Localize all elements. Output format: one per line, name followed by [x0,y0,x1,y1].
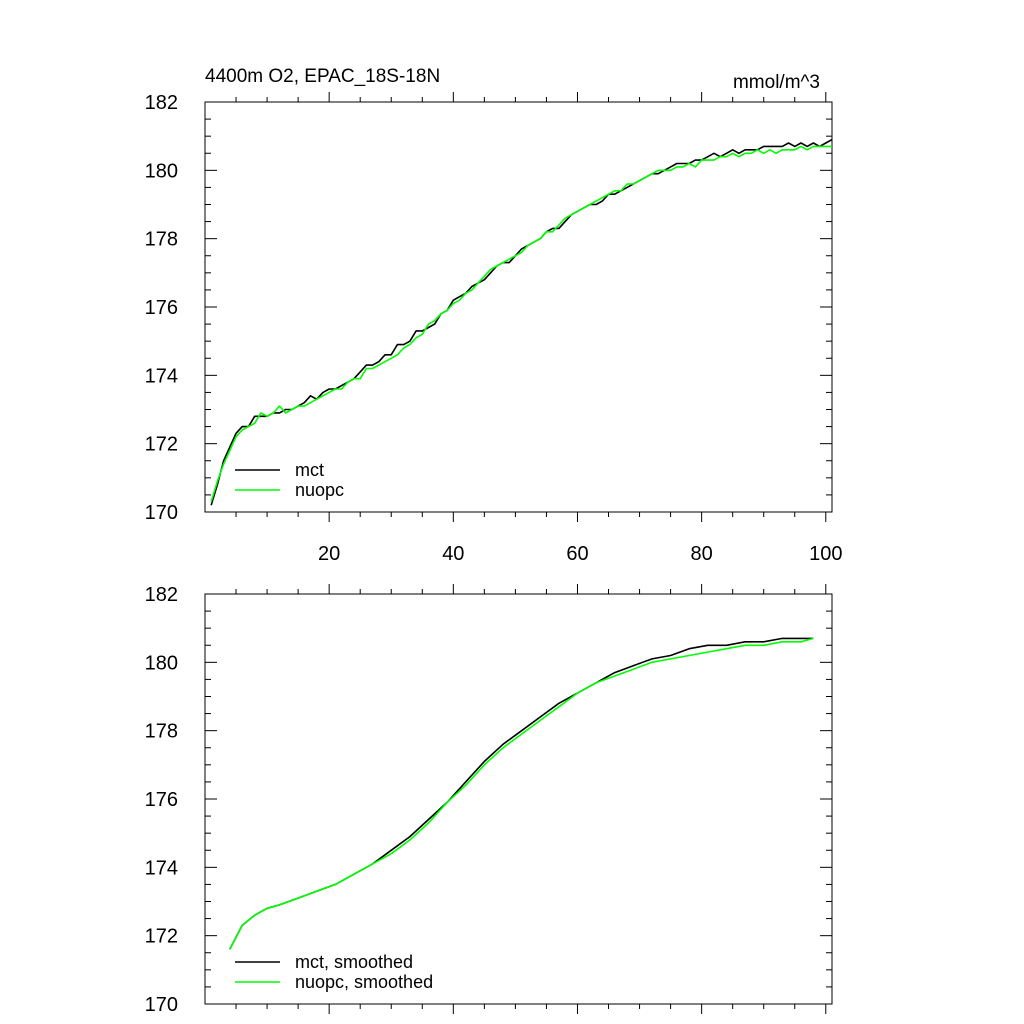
legend-label: nuopc, smoothed [295,972,433,992]
y-tick-label: 176 [145,789,178,811]
y-tick-label: 182 [145,584,178,606]
x-tick-label: 60 [566,543,588,565]
legend-label: mct, smoothed [295,952,413,972]
plot-frame [204,593,833,1005]
x-tick-label: 80 [691,543,713,565]
series-line-mct-smoothed [229,637,814,950]
plot-frame [204,101,833,513]
y-tick-label: 180 [145,160,178,182]
y-tick-label: 176 [145,297,178,319]
y-tick-label: 180 [145,652,178,674]
y-tick-label: 172 [145,926,178,948]
series-line-nuopc-smoothed [229,637,814,950]
chart-title: 4400m O2, EPAC_18S-18N [205,66,440,87]
y-tick-label: 182 [145,92,178,114]
y-tick-label: 170 [145,502,178,524]
legend-label: mct [295,460,324,480]
legend-label: nuopc [295,480,344,500]
x-tick-label: 20 [318,543,340,565]
y-tick-label: 178 [145,229,178,251]
units-label: mmol/m^3 [733,72,820,93]
x-tick-label: 40 [442,543,464,565]
series-line-mct [210,138,833,506]
y-tick-label: 170 [145,994,178,1016]
y-tick-label: 174 [145,857,178,879]
panel-smoothed: 170 172 174 176 178 180 182 mct, smoothednuopc,… [145,584,833,1016]
series-line-nuopc [210,145,832,502]
y-tick-label: 178 [145,721,178,743]
x-tick-label: 100 [809,543,842,565]
y-tick-label: 174 [145,365,178,387]
y-tick-label: 172 [145,434,178,456]
